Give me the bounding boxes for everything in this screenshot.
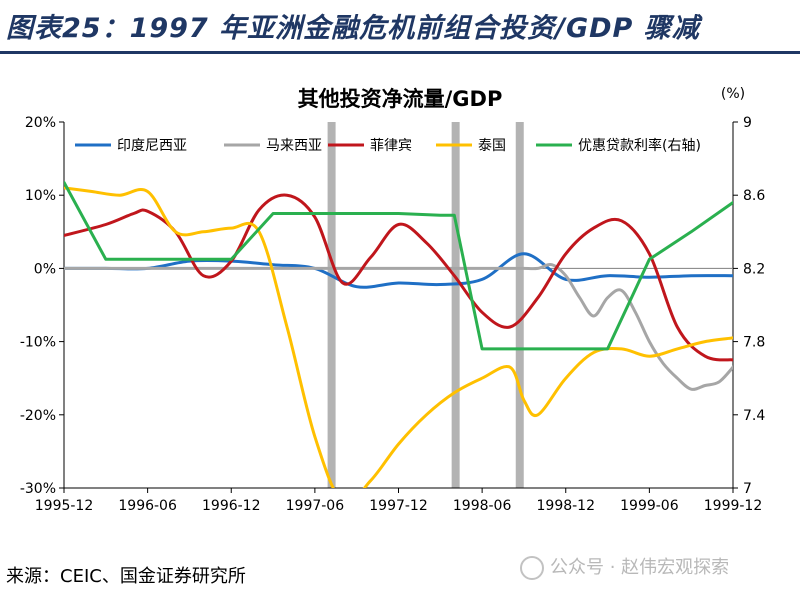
shade-bar-1 [451, 122, 460, 488]
x-tick-label: 1998-12 [537, 498, 596, 514]
watermark: 公众号 · 赵伟宏观探索 [520, 553, 729, 580]
legend: 印度尼西亚 马来西亚 菲律宾 泰国 优惠贷款利率(右轴) [75, 137, 701, 154]
legend-label-1: 马来西亚 [266, 138, 322, 154]
left-tick-label: 0% [34, 261, 56, 277]
line-chart: 其他投资净流量/GDP (%) 20% 10% 0% -10% -20% -30% 9 8.6… [20, 86, 766, 514]
source-note: 来源：CEIC、国金证券研究所 [6, 566, 246, 587]
right-tick-label: 8.2 [743, 261, 765, 277]
legend-label-4: 优惠贷款利率(右轴) [578, 137, 701, 154]
shade-bar-2 [515, 122, 524, 488]
watermark-text: 公众号 · 赵伟宏观探索 [550, 557, 730, 578]
legend-label-0: 印度尼西亚 [117, 138, 187, 154]
series-line-1 [64, 262, 733, 391]
crisis-shading [327, 122, 524, 488]
series-line-0 [64, 252, 733, 289]
x-tick-label: 1996-06 [118, 498, 177, 514]
legend-label-2: 菲律宾 [370, 138, 412, 154]
x-tick-label: 1999-12 [704, 498, 763, 514]
left-tick-label: -20% [20, 408, 56, 424]
legend-label-3: 泰国 [478, 138, 506, 154]
right-tick-label: 7.4 [743, 408, 765, 424]
right-tick-label: 7 [743, 481, 752, 497]
title-rule [0, 51, 800, 54]
wechat-logo-icon [520, 556, 544, 580]
right-axis-unit: (%) [721, 86, 745, 102]
x-tick-label: 1996-12 [202, 498, 261, 514]
x-tick-label: 1995-12 [35, 498, 94, 514]
figure-title: 图表25：1997 年亚洲金融危机前组合投资/GDP 骤减 [6, 13, 700, 44]
series-line-3 [64, 186, 733, 488]
left-tick-label: 20% [25, 115, 56, 131]
shade-bar-0 [327, 122, 336, 488]
axes: 20% 10% 0% -10% -20% -30% 9 8.6 8.2 7.8 7.4 7 1995-1… [20, 115, 766, 514]
series-line-4 [64, 180, 733, 351]
x-tick-label: 1998-06 [453, 498, 512, 514]
x-tick-label: 1997-06 [286, 498, 345, 514]
x-tick-label: 1997-12 [369, 498, 428, 514]
left-tick-label: 10% [25, 188, 56, 204]
right-tick-label: 8.6 [743, 188, 765, 204]
series-lines [64, 180, 733, 488]
right-tick-label: 7.8 [743, 335, 765, 351]
chart-title: 其他投资净流量/GDP [298, 87, 503, 111]
left-tick-label: -30% [20, 481, 56, 497]
x-tick-label: 1999-06 [620, 498, 679, 514]
left-tick-label: -10% [20, 335, 56, 351]
right-tick-label: 9 [743, 115, 752, 131]
